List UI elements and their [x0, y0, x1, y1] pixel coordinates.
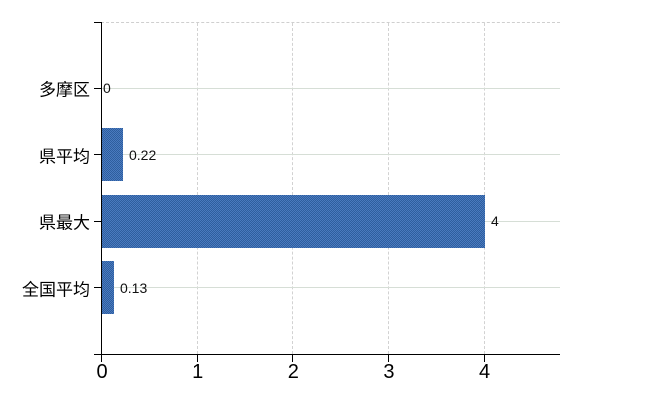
y-tick-mark [94, 87, 101, 89]
x-tick-mark [292, 354, 294, 362]
value-label: 4 [491, 213, 499, 230]
vertical-gridline [292, 23, 294, 354]
x-tick-label: 0 [96, 361, 108, 383]
horizontal-gridline [102, 154, 560, 156]
value-label: 0.22 [129, 146, 157, 163]
vertical-gridline [483, 23, 485, 354]
horizontal-gridline [102, 287, 560, 289]
category-label: 県平均 [39, 147, 90, 167]
bar [102, 128, 123, 181]
vertical-gridline [387, 23, 389, 354]
bar [102, 261, 114, 314]
x-tick-mark [483, 354, 485, 362]
x-tick-label: 4 [478, 361, 491, 383]
bar [102, 195, 485, 248]
y-tick-mark [94, 287, 101, 289]
value-label: 0 [103, 80, 111, 97]
y-tick-mark [94, 154, 101, 156]
x-tick-label: 3 [383, 361, 395, 383]
category-label: 県最大 [39, 213, 90, 233]
x-tick-label: 2 [287, 361, 299, 383]
x-tick-mark [196, 354, 198, 362]
horizontal-gridline [102, 87, 560, 89]
x-tick-label: 1 [192, 361, 204, 383]
x-axis-line [94, 354, 560, 355]
category-label: 多摩区 [39, 80, 90, 100]
y-axis-line [101, 22, 102, 354]
y-tick-mark [94, 220, 101, 222]
x-tick-mark [101, 354, 102, 362]
category-label: 全国平均 [22, 280, 90, 300]
value-label: 0.13 [120, 279, 148, 296]
vertical-gridline [196, 23, 198, 354]
plot-top-border [101, 22, 560, 23]
x-tick-mark [387, 354, 389, 362]
y-axis-top-tick [94, 22, 101, 23]
